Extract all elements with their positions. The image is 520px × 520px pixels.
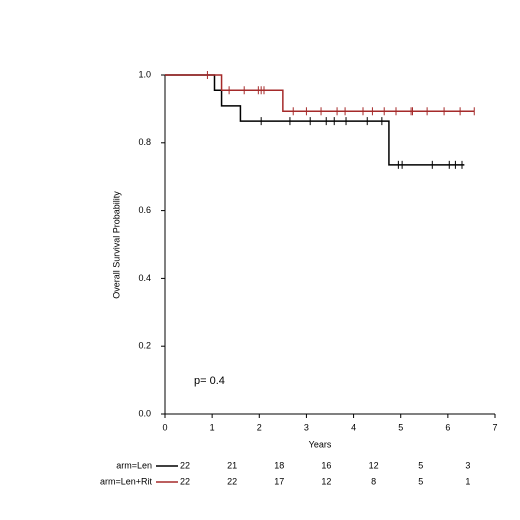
y-tick-label: 0.0 (138, 408, 151, 418)
at-risk-count: 22 (180, 460, 190, 470)
at-risk-count: 22 (227, 476, 237, 486)
y-tick-label: 0.6 (138, 205, 151, 215)
at-risk-count: 12 (321, 476, 331, 486)
at-risk-count: 22 (180, 476, 190, 486)
x-tick-label: 1 (210, 422, 215, 432)
at-risk-count: 16 (321, 460, 331, 470)
at-risk-count: 5 (418, 460, 423, 470)
x-axis-label: Years (309, 439, 332, 449)
at-risk-count: 21 (227, 460, 237, 470)
at-risk-count: 12 (369, 460, 379, 470)
x-tick-label: 5 (398, 422, 403, 432)
x-tick-label: 4 (351, 422, 356, 432)
y-tick-label: 1.0 (138, 69, 151, 79)
y-tick-label: 0.4 (138, 273, 151, 283)
at-risk-count: 18 (274, 460, 284, 470)
x-tick-label: 0 (162, 422, 167, 432)
at-risk-count: 3 (465, 460, 470, 470)
y-tick-label: 0.2 (138, 341, 151, 351)
p-value: p= 0.4 (194, 375, 225, 387)
at-risk-count: 5 (418, 476, 423, 486)
legend-label: arm=Len+Rit (100, 476, 153, 486)
at-risk-count: 17 (274, 476, 284, 486)
y-tick-label: 0.8 (138, 137, 151, 147)
at-risk-count: 8 (371, 476, 376, 486)
at-risk-count: 1 (465, 476, 470, 486)
x-tick-label: 7 (492, 422, 497, 432)
survival-curve (165, 74, 465, 166)
x-tick-label: 2 (257, 422, 262, 432)
y-axis-label: Overall Survival Probability (111, 191, 121, 299)
x-tick-label: 6 (445, 422, 450, 432)
survival-curve (165, 74, 475, 113)
x-tick-label: 3 (304, 422, 309, 432)
legend-label: arm=Len (116, 460, 152, 470)
